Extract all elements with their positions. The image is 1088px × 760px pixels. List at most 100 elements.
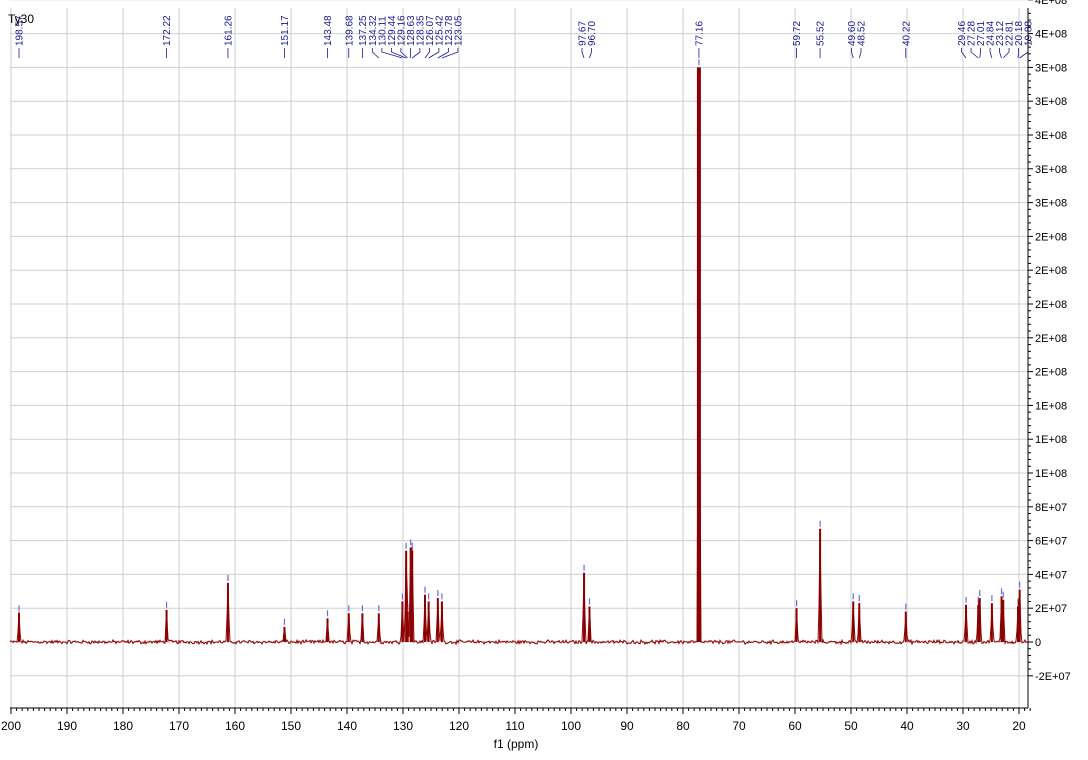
peak-bar xyxy=(696,67,701,642)
peak-label: 129.16 xyxy=(396,15,407,46)
peak-bar xyxy=(588,606,591,642)
peak-leader-line xyxy=(390,48,407,59)
peak-bar xyxy=(852,601,855,642)
y-tick-label: 3E+08 xyxy=(1035,198,1067,210)
peak-leader-line xyxy=(989,48,993,59)
x-tick-label: 40 xyxy=(900,719,914,733)
y-tick-label: 1E+08 xyxy=(1035,400,1067,412)
peak-label: 126.07 xyxy=(425,15,436,46)
peak-bar xyxy=(401,601,404,642)
peak-leader-line xyxy=(411,48,421,59)
peak-label: 125.42 xyxy=(434,15,445,46)
peak-leader-line xyxy=(400,48,408,59)
peak-label: 128.63 xyxy=(406,15,417,46)
peak-bar xyxy=(409,547,412,642)
y-tick-label: 2E+08 xyxy=(1035,299,1067,311)
peak-bar xyxy=(326,618,329,642)
peak-leader-line xyxy=(381,48,403,59)
peak-bar xyxy=(377,613,380,642)
peak-bar xyxy=(406,611,409,642)
y-tick-label: 1E+08 xyxy=(1035,434,1067,446)
peak-bar xyxy=(965,604,968,642)
peak-leader-line xyxy=(1017,48,1019,59)
x-tick-label: 160 xyxy=(225,719,245,733)
peak-bar xyxy=(583,572,586,642)
peak-leader-line xyxy=(371,48,380,59)
x-tick-label: 90 xyxy=(620,719,634,733)
peak-bar xyxy=(424,594,427,642)
x-tick-label: 120 xyxy=(449,719,469,733)
peak-label: 55.52 xyxy=(816,21,827,46)
peak-label: 27.28 xyxy=(967,21,978,46)
peak-bar xyxy=(427,601,430,642)
y-tick-label: 3E+08 xyxy=(1035,130,1067,142)
peak-bar xyxy=(977,604,980,642)
peak-leader-line xyxy=(437,48,449,59)
x-tick-label: 200 xyxy=(1,719,21,733)
peak-bar xyxy=(795,608,798,642)
x-axis-label: f1 (ppm) xyxy=(494,737,539,751)
peak-bar xyxy=(1002,599,1005,642)
axes: 200 190 180 170 160 150 140 130 120 110 100 90 80 70 6… xyxy=(1,0,1071,733)
peak-label: 23.12 xyxy=(995,21,1006,46)
peak-label: 143.48 xyxy=(323,15,334,46)
peak-bar xyxy=(405,550,408,642)
peak-label: 27.01 xyxy=(976,21,987,46)
y-tick-label: 3E+08 xyxy=(1035,164,1067,176)
x-tick-label: 60 xyxy=(788,719,802,733)
spectrum-trace xyxy=(9,67,1029,646)
peak-leader-line xyxy=(428,48,440,59)
peak-label: 96.70 xyxy=(587,21,598,46)
y-tick-label: 4E+07 xyxy=(1035,569,1067,581)
peak-bar xyxy=(361,613,364,642)
x-tick-label: 110 xyxy=(505,719,524,733)
x-tick-label: 80 xyxy=(676,719,690,733)
peak-label: 130.11 xyxy=(377,16,388,46)
peak-leader-line xyxy=(589,48,592,59)
y-tick-label: -2E+07 xyxy=(1035,671,1071,683)
peak-label: 128.35 xyxy=(415,15,426,46)
peak-label: 40.22 xyxy=(901,21,912,46)
peak-markers xyxy=(18,59,1021,625)
x-tick-label: 150 xyxy=(281,719,301,733)
x-tick-label: 130 xyxy=(393,719,413,733)
peak-label: 22.81 xyxy=(1005,21,1016,46)
peak-bar xyxy=(1018,589,1021,642)
x-tick-label: 50 xyxy=(844,719,858,733)
peak-label: 59.72 xyxy=(792,21,803,46)
y-tick-label: 2E+08 xyxy=(1035,367,1067,379)
y-tick-label: 0 xyxy=(1035,637,1041,649)
peak-bar xyxy=(1000,596,1003,642)
peak-label: 29.46 xyxy=(957,21,968,46)
peak-label: 48.52 xyxy=(857,21,868,46)
peak-bar xyxy=(436,598,439,642)
chart-title: Ty30 xyxy=(8,12,34,26)
y-tick-label: 8E+07 xyxy=(1035,502,1067,514)
x-tick-label: 170 xyxy=(169,719,189,733)
y-tick-label: 1E+08 xyxy=(1035,468,1067,480)
peak-label-area: 198.57 172.22 161.26 151.17 143.48 139.68 137.… xyxy=(15,15,1035,59)
peak-bar xyxy=(283,626,286,642)
peak-bar xyxy=(1016,606,1019,642)
x-tick-label: 100 xyxy=(561,719,581,733)
y-tick-label: 2E+07 xyxy=(1035,603,1067,615)
y-tick-label: 6E+07 xyxy=(1035,536,1067,548)
y-tick-label: 4E+08 xyxy=(1035,0,1067,7)
peak-label: 172.22 xyxy=(162,15,173,46)
x-tick-label: 180 xyxy=(113,719,133,733)
peak-bar xyxy=(819,528,822,642)
peak-label: 139.68 xyxy=(344,15,355,46)
y-tick-label: 3E+08 xyxy=(1035,62,1067,74)
peak-label: 123.05 xyxy=(453,15,464,46)
y-tick-label: 2E+08 xyxy=(1035,333,1067,345)
peak-label: 77.16 xyxy=(694,21,705,46)
peak-label: 49.60 xyxy=(847,21,858,46)
peak-bar xyxy=(904,611,907,642)
x-tick-label: 70 xyxy=(732,719,746,733)
peak-leader-line xyxy=(979,48,981,59)
peak-label: 134.32 xyxy=(368,15,379,46)
peak-label: 198.57 xyxy=(15,15,26,46)
peak-leader-line xyxy=(961,48,967,59)
